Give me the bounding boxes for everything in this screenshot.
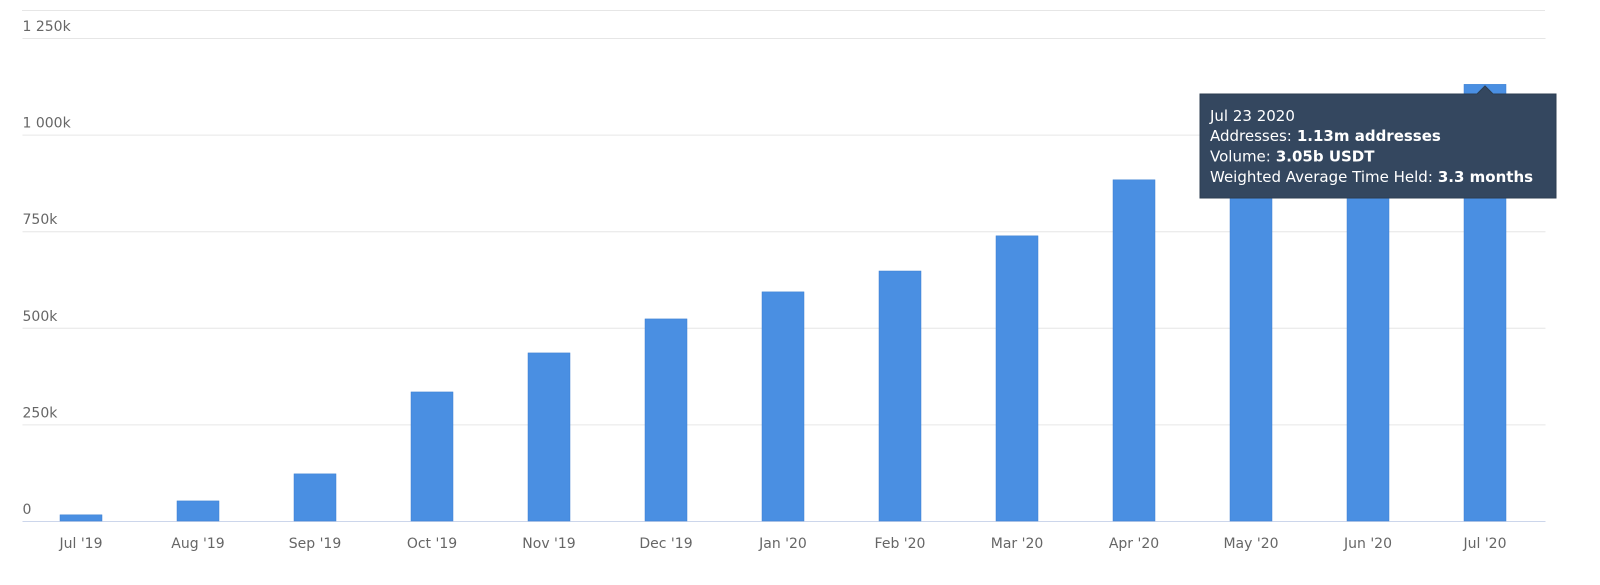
x-tick-label: Oct '19	[407, 536, 457, 552]
x-tick-label: Apr '20	[1109, 536, 1159, 552]
x-tick-label: Jun '20	[1343, 536, 1392, 552]
bar	[761, 291, 805, 522]
tooltip-row: Addresses: 1.13m addresses	[1210, 127, 1441, 145]
tooltip-row: Volume: 3.05b USDT	[1210, 148, 1375, 166]
x-tick-label: Nov '19	[522, 536, 575, 552]
bar	[293, 473, 337, 522]
x-tick-label: May '20	[1223, 536, 1278, 552]
bar	[1112, 179, 1156, 522]
y-tick-label: 750k	[23, 212, 59, 228]
tooltip-label: Weighted Average Time Held:	[1210, 168, 1433, 186]
y-tick-label: 1 250k	[23, 19, 72, 35]
x-tick-label: Sep '19	[289, 536, 342, 552]
bar	[410, 391, 454, 522]
x-tick-label: Feb '20	[875, 536, 926, 552]
tooltip-value: 1.13m addresses	[1297, 127, 1441, 145]
bar	[176, 500, 220, 522]
tooltip: Jul 23 2020 Addresses: 1.13m addresses Volu…	[1199, 85, 1557, 199]
tooltip-row: Weighted Average Time Held: 3.3 months	[1210, 168, 1533, 186]
y-tick-label: 500k	[23, 309, 59, 325]
x-tick-label: Mar '20	[991, 536, 1044, 552]
bar	[878, 270, 922, 522]
x-tick-label: Aug '19	[171, 536, 224, 552]
tooltip-label: Volume:	[1210, 148, 1271, 166]
tooltip-value: 3.3 months	[1438, 168, 1533, 186]
y-tick-label: 0	[23, 502, 32, 518]
tooltip-box	[1199, 85, 1557, 199]
x-tick-label: Jan '20	[758, 536, 807, 552]
bar	[644, 318, 688, 522]
x-tick-label: Jul '20	[1462, 536, 1506, 552]
x-tick-label: Dec '19	[639, 536, 692, 552]
y-tick-label: 250k	[23, 405, 59, 421]
y-tick-label: 1 000k	[23, 116, 72, 132]
bar	[995, 235, 1039, 522]
x-tick-label: Jul '19	[58, 536, 102, 552]
bar	[527, 352, 571, 522]
tooltip-date: Jul 23 2020	[1209, 107, 1295, 125]
tooltip-value: 3.05b USDT	[1276, 148, 1375, 166]
bar	[59, 514, 103, 522]
bar	[1229, 149, 1273, 522]
tooltip-label: Addresses:	[1210, 127, 1292, 145]
